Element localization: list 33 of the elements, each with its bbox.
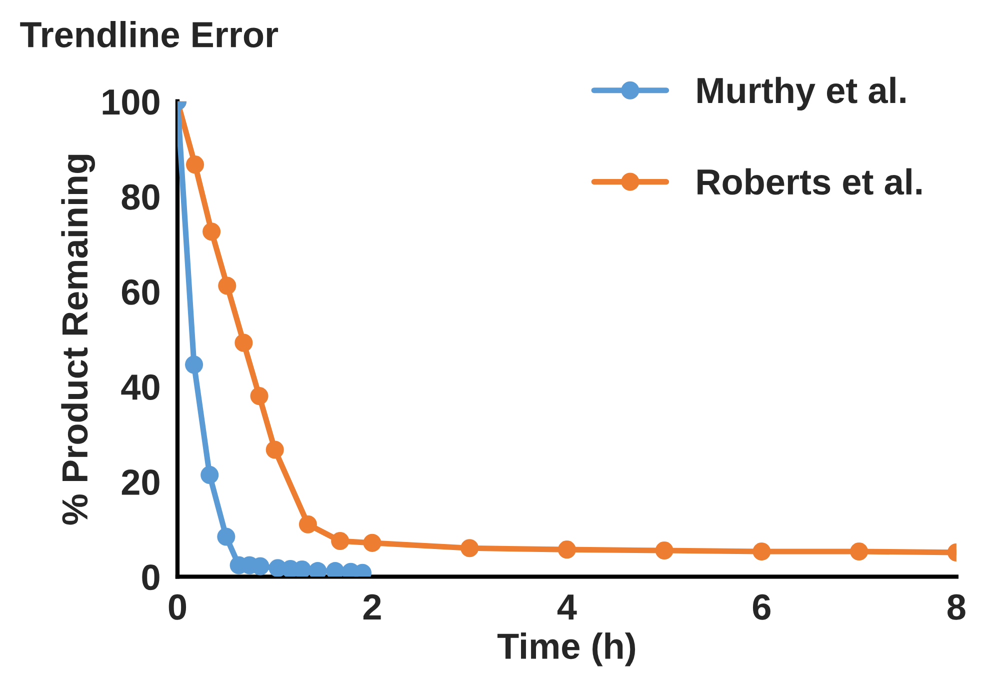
x-tick-label: 6 <box>752 594 770 620</box>
point <box>234 334 253 352</box>
point <box>331 532 350 550</box>
x-tick-label: 4 <box>557 594 577 620</box>
y-axis-title: % Product Remaining <box>61 154 96 525</box>
point <box>186 156 204 174</box>
y-tick-label: 60 <box>122 279 160 305</box>
legend-label: Murthy et al. <box>698 76 906 110</box>
point <box>363 534 382 552</box>
point <box>250 387 268 406</box>
point <box>850 542 868 561</box>
y-tick-label: 80 <box>122 184 160 210</box>
point <box>460 539 479 558</box>
point <box>202 222 221 241</box>
point <box>558 540 576 559</box>
point <box>185 356 204 374</box>
x-tick-label: 0 <box>168 594 186 620</box>
x-axis-title: Time (h) <box>497 632 636 666</box>
point <box>298 515 317 534</box>
y-tick-label: 40 <box>121 374 160 400</box>
x-tick-label: 8 <box>948 594 966 620</box>
y-tick-label: 100 <box>102 89 160 115</box>
point <box>752 542 771 561</box>
point <box>217 528 236 546</box>
x-tick-label: 2 <box>363 594 381 620</box>
y-tick-label: 20 <box>122 469 160 496</box>
point <box>266 440 284 459</box>
point <box>200 466 219 484</box>
text: Trendline Error <box>20 20 278 48</box>
y-tick-label: 0 <box>142 564 160 590</box>
legend-label: Roberts et al. <box>698 168 922 195</box>
point <box>655 542 674 560</box>
point <box>218 276 236 295</box>
